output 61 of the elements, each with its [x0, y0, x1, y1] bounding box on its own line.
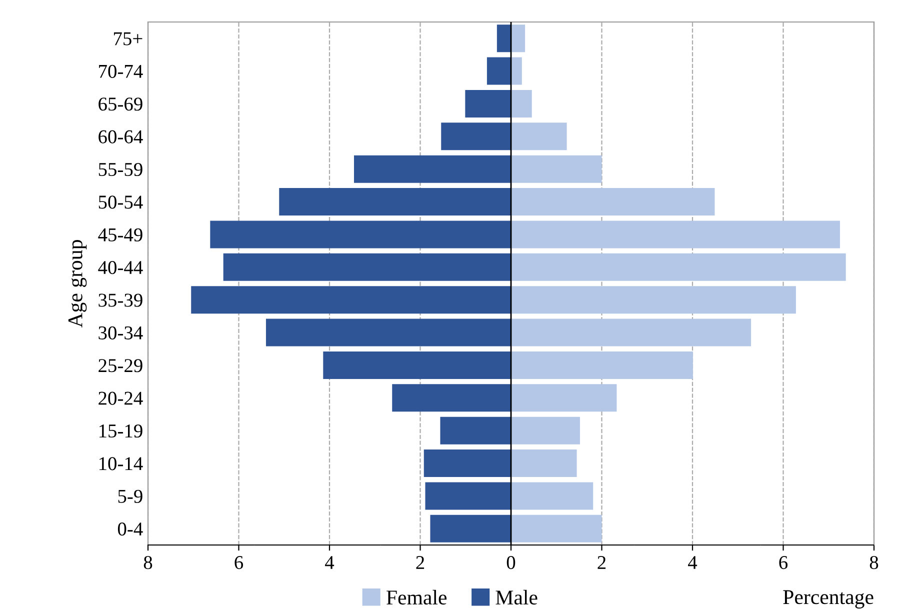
- bar: [266, 318, 511, 346]
- x-tick-label: 8: [144, 556, 152, 570]
- legend-label: Female: [386, 590, 447, 605]
- x-tick-label: 2: [598, 556, 606, 569]
- bar: [392, 384, 511, 412]
- x-tick-label: 6: [779, 556, 788, 570]
- bar: [465, 90, 511, 118]
- bar: [441, 122, 511, 150]
- bar: [425, 482, 511, 510]
- bar: [511, 90, 532, 118]
- y-tick-label: 55-59: [98, 162, 142, 176]
- y-tick-label: 60-64: [98, 130, 143, 144]
- y-tick-label: 5-9: [118, 490, 142, 503]
- bar: [511, 351, 693, 379]
- x-axis-title: Percentage: [783, 590, 874, 608]
- y-tick-label: 35-39: [98, 294, 142, 307]
- x-tick-label: 8: [870, 556, 878, 570]
- bar: [511, 450, 577, 478]
- x-tick-label: 4: [325, 556, 334, 569]
- x-tick-label: 0: [506, 556, 516, 570]
- bar: [511, 416, 580, 444]
- bar: [430, 514, 511, 542]
- y-tick-label: 30-34: [98, 326, 143, 340]
- x-tick-label: 2: [416, 556, 424, 569]
- legend-label: Male: [496, 590, 538, 605]
- x-tick-label: 6: [234, 556, 244, 570]
- bar: [511, 384, 617, 412]
- bar: [191, 286, 511, 314]
- y-tick-label: 10-14: [99, 457, 143, 470]
- bar: [511, 220, 840, 248]
- bar: [511, 188, 715, 216]
- bar: [511, 514, 602, 542]
- y-tick-label: 20-24: [98, 392, 143, 405]
- y-tick-label: 75+: [114, 32, 142, 46]
- y-tick-label: 45-49: [98, 228, 142, 242]
- bar: [354, 155, 511, 183]
- bar: [323, 351, 511, 379]
- bar: [511, 253, 846, 281]
- y-tick-label: 0-4: [118, 522, 143, 536]
- bar: [223, 253, 511, 281]
- bar: [496, 24, 511, 52]
- bar: [279, 188, 511, 216]
- y-tick-label: 70-74: [99, 64, 143, 78]
- bar: [511, 24, 526, 52]
- bar: [511, 57, 522, 85]
- bar: [511, 122, 567, 150]
- x-tick-label: 4: [688, 556, 698, 569]
- y-tick-label: 40-44: [98, 260, 143, 274]
- bar: [511, 155, 602, 183]
- bar: [440, 416, 511, 444]
- y-tick-label: 65-69: [98, 98, 142, 111]
- bar: [486, 57, 511, 85]
- bar: [424, 450, 511, 478]
- bar: [511, 318, 752, 346]
- y-tick-label: 15-19: [99, 424, 142, 438]
- bar: [511, 286, 796, 314]
- bar: [210, 220, 511, 248]
- y-tick-label: 50-54: [98, 196, 143, 209]
- bar: [511, 482, 594, 510]
- y-tick-label: 25-29: [98, 359, 142, 372]
- y-axis-title: Age group: [68, 240, 87, 328]
